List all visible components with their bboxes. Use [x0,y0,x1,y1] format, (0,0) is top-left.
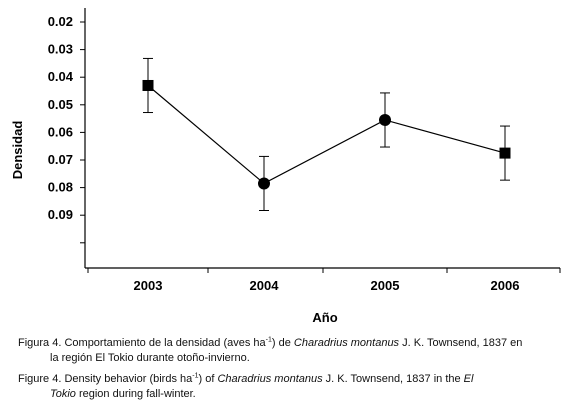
x-tick-label: 2006 [491,278,520,293]
x-tick-label: 2004 [250,278,280,293]
y-tick-label: 0.06 [48,124,73,139]
caption-en-sup: -1 [192,372,199,380]
data-point-circle [258,177,270,190]
y-tick-label: 0.04 [48,69,74,84]
caption-spanish: Figura 4. Comportamiento de la densidad … [18,336,568,366]
caption-es-prefix: Figura 4. Comportamiento de la densidad … [18,337,266,349]
caption-en-prefix: Figure 4. Density behavior (birds ha [18,373,193,385]
y-tick-label: 0.02 [48,14,73,29]
chart-axes [80,8,561,273]
caption-es-species: Charadrius montanus [293,337,400,349]
x-tick-label: 2003 [134,278,163,293]
series-line [147,85,506,185]
y-tick-label: 0.07 [48,152,73,167]
data-point-square [142,79,154,91]
caption-en-line2: region during fall-winter. [75,388,196,400]
caption-en-rest: J. K. Townsend, 1837 in the [322,373,464,385]
caption-english: Figure 4. Density behavior (birds ha-1) … [18,372,568,402]
y-tick-label: 0.08 [48,180,73,195]
y-tick-label: 0.09 [48,207,73,222]
y-axis-title: Densidad [10,121,25,180]
y-tick-labels: 0.02 0.03 0.04 0.05 0.06 0.07 0.08 0.09 [48,14,74,222]
caption-en-species: Charadrius montanus [217,373,323,385]
caption-es-sup: -1 [265,336,272,344]
caption-es-rest: J. K. Townsend, 1837 en [399,337,523,349]
caption-en-mid: ) of [198,373,218,385]
density-chart: 0.020.030.040.050.060.070.080.09 2003 200… [10,8,561,325]
x-tick-labels: 2003 2004 2005 2006 [134,278,520,293]
data-point-square [499,147,511,159]
density-series [142,57,511,212]
x-axis-title: Año [312,310,337,325]
caption-en-place-a: El [463,373,474,385]
x-tick-label: 2005 [371,278,400,293]
data-point-circle [379,113,391,126]
caption-en-place-b: Tokio [50,388,76,400]
caption-es-mid: ) de [271,337,294,349]
caption-es-line2: la región El Tokio durante otoño-inviern… [50,352,250,364]
y-tick-label: 0.03 [48,42,73,57]
y-tick-label: 0.05 [48,97,73,112]
